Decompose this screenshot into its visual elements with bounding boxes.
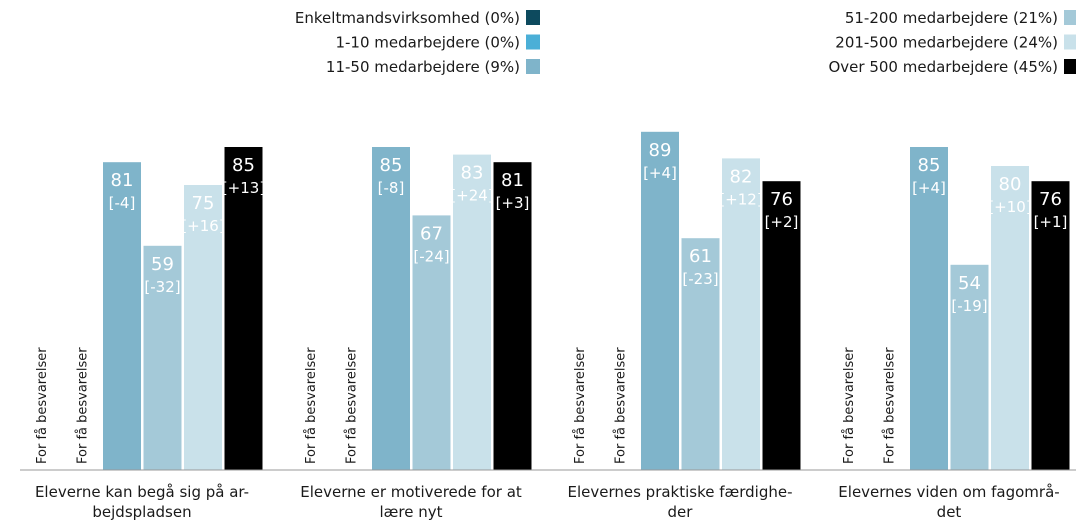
- change-label: [+24]: [450, 187, 493, 205]
- value-label: 85: [232, 155, 255, 176]
- legend-swatch: [1064, 59, 1076, 74]
- value-label: 61: [689, 246, 712, 267]
- bar-labels: 76 [+1]: [1034, 189, 1068, 231]
- x-tick-label: det: [937, 503, 962, 521]
- bar: [143, 245, 182, 470]
- bar-labels: 89 [+4]: [643, 140, 677, 182]
- bar-labels: 59 [-32]: [144, 254, 180, 296]
- legend-label: Over 500 medarbejdere (45%): [828, 58, 1058, 76]
- bar-labels: 81 [-4]: [109, 170, 136, 212]
- legend-swatch: [526, 10, 540, 25]
- bar-labels: 85 [-8]: [378, 155, 405, 197]
- legend-swatch: [526, 34, 540, 50]
- bar: [1031, 181, 1070, 470]
- legend-label: Enkeltmandsvirksomhed (0%): [295, 9, 520, 27]
- bar: [372, 147, 410, 470]
- change-label: [+13]: [222, 179, 265, 197]
- change-label: [+12]: [719, 190, 762, 208]
- legend-swatch: [526, 59, 540, 74]
- value-label: 85: [918, 155, 941, 176]
- change-label: [-8]: [378, 179, 405, 197]
- x-tick-label: lære nyt: [380, 503, 443, 521]
- change-label: [-23]: [682, 270, 718, 288]
- bar-labels: 61 [-23]: [682, 246, 718, 288]
- value-label: 54: [958, 273, 981, 294]
- bar: [681, 238, 720, 470]
- value-label: 82: [730, 166, 753, 187]
- value-label: 81: [501, 170, 524, 191]
- bar: [950, 264, 989, 470]
- value-label: 76: [770, 189, 793, 210]
- bar-labels: 75 [+16]: [181, 193, 224, 235]
- value-label: 83: [461, 163, 484, 184]
- bar: [103, 162, 141, 470]
- bar-labels: 85 [+13]: [222, 155, 265, 197]
- x-tick-label: bejdspladsen: [92, 503, 191, 521]
- change-label: [+1]: [1034, 213, 1068, 231]
- legend-swatch: [1064, 34, 1076, 50]
- change-label: [+10]: [988, 198, 1031, 216]
- missing-label: For få besvarelser: [304, 347, 319, 464]
- bar: [641, 131, 679, 471]
- missing-label: For få besvarelser: [35, 347, 50, 464]
- change-label: [+4]: [912, 179, 946, 197]
- change-label: [+4]: [643, 164, 677, 182]
- bar: [493, 162, 532, 470]
- change-label: [-32]: [144, 278, 180, 296]
- value-label: 81: [111, 170, 134, 191]
- legend-label: 51-200 medarbejdere (21%): [845, 9, 1058, 27]
- bar-labels: 81 [+3]: [496, 170, 530, 212]
- value-label: 80: [999, 174, 1022, 195]
- legend-label: 201-500 medarbejdere (24%): [835, 34, 1058, 52]
- x-tick-label: Elevernes praktiske færdighe-: [567, 483, 792, 501]
- bar: [762, 181, 801, 470]
- missing-label: For få besvarelser: [573, 347, 588, 464]
- bar: [722, 158, 760, 470]
- change-label: [+2]: [765, 213, 799, 231]
- change-label: [-19]: [951, 297, 987, 315]
- bar-labels: 82 [+12]: [719, 166, 762, 208]
- legend-label: 1-10 medarbejdere (0%): [335, 34, 520, 52]
- missing-label: For få besvarelser: [883, 347, 898, 464]
- x-tick-label: der: [668, 503, 694, 521]
- value-label: 89: [649, 140, 672, 161]
- legend-label: 11-50 medarbejdere (9%): [326, 58, 520, 76]
- x-tick-label: Eleverne kan begå sig på ar-: [35, 483, 249, 501]
- bar-labels: 54 [-19]: [951, 273, 987, 315]
- bar: [453, 154, 491, 470]
- bar: [991, 166, 1029, 470]
- value-label: 85: [380, 155, 403, 176]
- missing-label: For få besvarelser: [345, 347, 360, 464]
- bar-labels: 85 [+4]: [912, 155, 946, 197]
- bar-labels: 80 [+10]: [988, 174, 1031, 216]
- change-label: [+3]: [496, 194, 530, 212]
- bar-labels: 76 [+2]: [765, 189, 799, 231]
- missing-label: For få besvarelser: [842, 347, 857, 464]
- legend-swatch: [1064, 10, 1076, 25]
- bar: [910, 147, 948, 470]
- value-label: 59: [151, 254, 174, 275]
- value-label: 67: [420, 223, 443, 244]
- missing-label: For få besvarelser: [76, 347, 91, 464]
- missing-label: For få besvarelser: [614, 347, 629, 464]
- bar-labels: 67 [-24]: [413, 223, 449, 265]
- change-label: [+16]: [181, 217, 224, 235]
- value-label: 76: [1039, 189, 1062, 210]
- bar: [224, 147, 263, 470]
- x-tick-label: Eleverne er motiverede for at: [300, 483, 522, 501]
- value-label: 75: [192, 193, 215, 214]
- bar-labels: 83 [+24]: [450, 163, 493, 205]
- change-label: [-24]: [413, 247, 449, 265]
- change-label: [-4]: [109, 194, 136, 212]
- bar: [184, 185, 222, 470]
- bar: [412, 215, 451, 470]
- x-tick-label: Elevernes viden om fagområ-: [838, 483, 1059, 501]
